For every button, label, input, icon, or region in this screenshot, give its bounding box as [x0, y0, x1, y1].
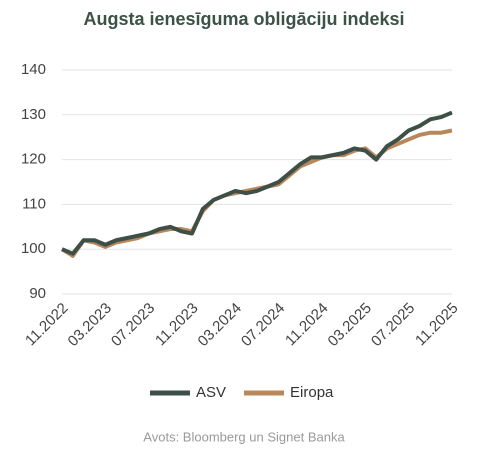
line [60, 128, 453, 258]
x-tick-label: 03.2023 [65, 300, 115, 350]
x-tick-label: 07.2025 [368, 300, 418, 350]
y-tick-label: 100 [21, 240, 46, 257]
x-tick-label: 11.2025 [412, 300, 462, 350]
source: Avots: Bloomberg un Signet Banka [143, 429, 345, 444]
x-tick-label: 11.2022 [22, 300, 72, 350]
x-tick-label: 07.2023 [108, 300, 158, 350]
y-tick-label: 130 [21, 106, 46, 123]
legend-label: ASV [196, 384, 226, 401]
y-tick-label: 110 [22, 195, 46, 212]
x-tick-label: 03.2025 [325, 300, 375, 350]
y-tick-label: 120 [21, 151, 46, 168]
x-tick-label: 07.2024 [238, 300, 288, 350]
x-tick-label: 11.2023 [152, 300, 202, 350]
x-tick-label: 11.2024 [282, 300, 332, 350]
y-tick-label: 90 [29, 285, 46, 302]
chart-title: Augsta ienesīguma obligāciju indeksi [83, 9, 404, 29]
x-tick-label: 03.2024 [195, 300, 245, 350]
y-tick-label: 140 [21, 61, 46, 78]
line [61, 110, 453, 256]
legend-label: Eiropa [290, 384, 334, 401]
